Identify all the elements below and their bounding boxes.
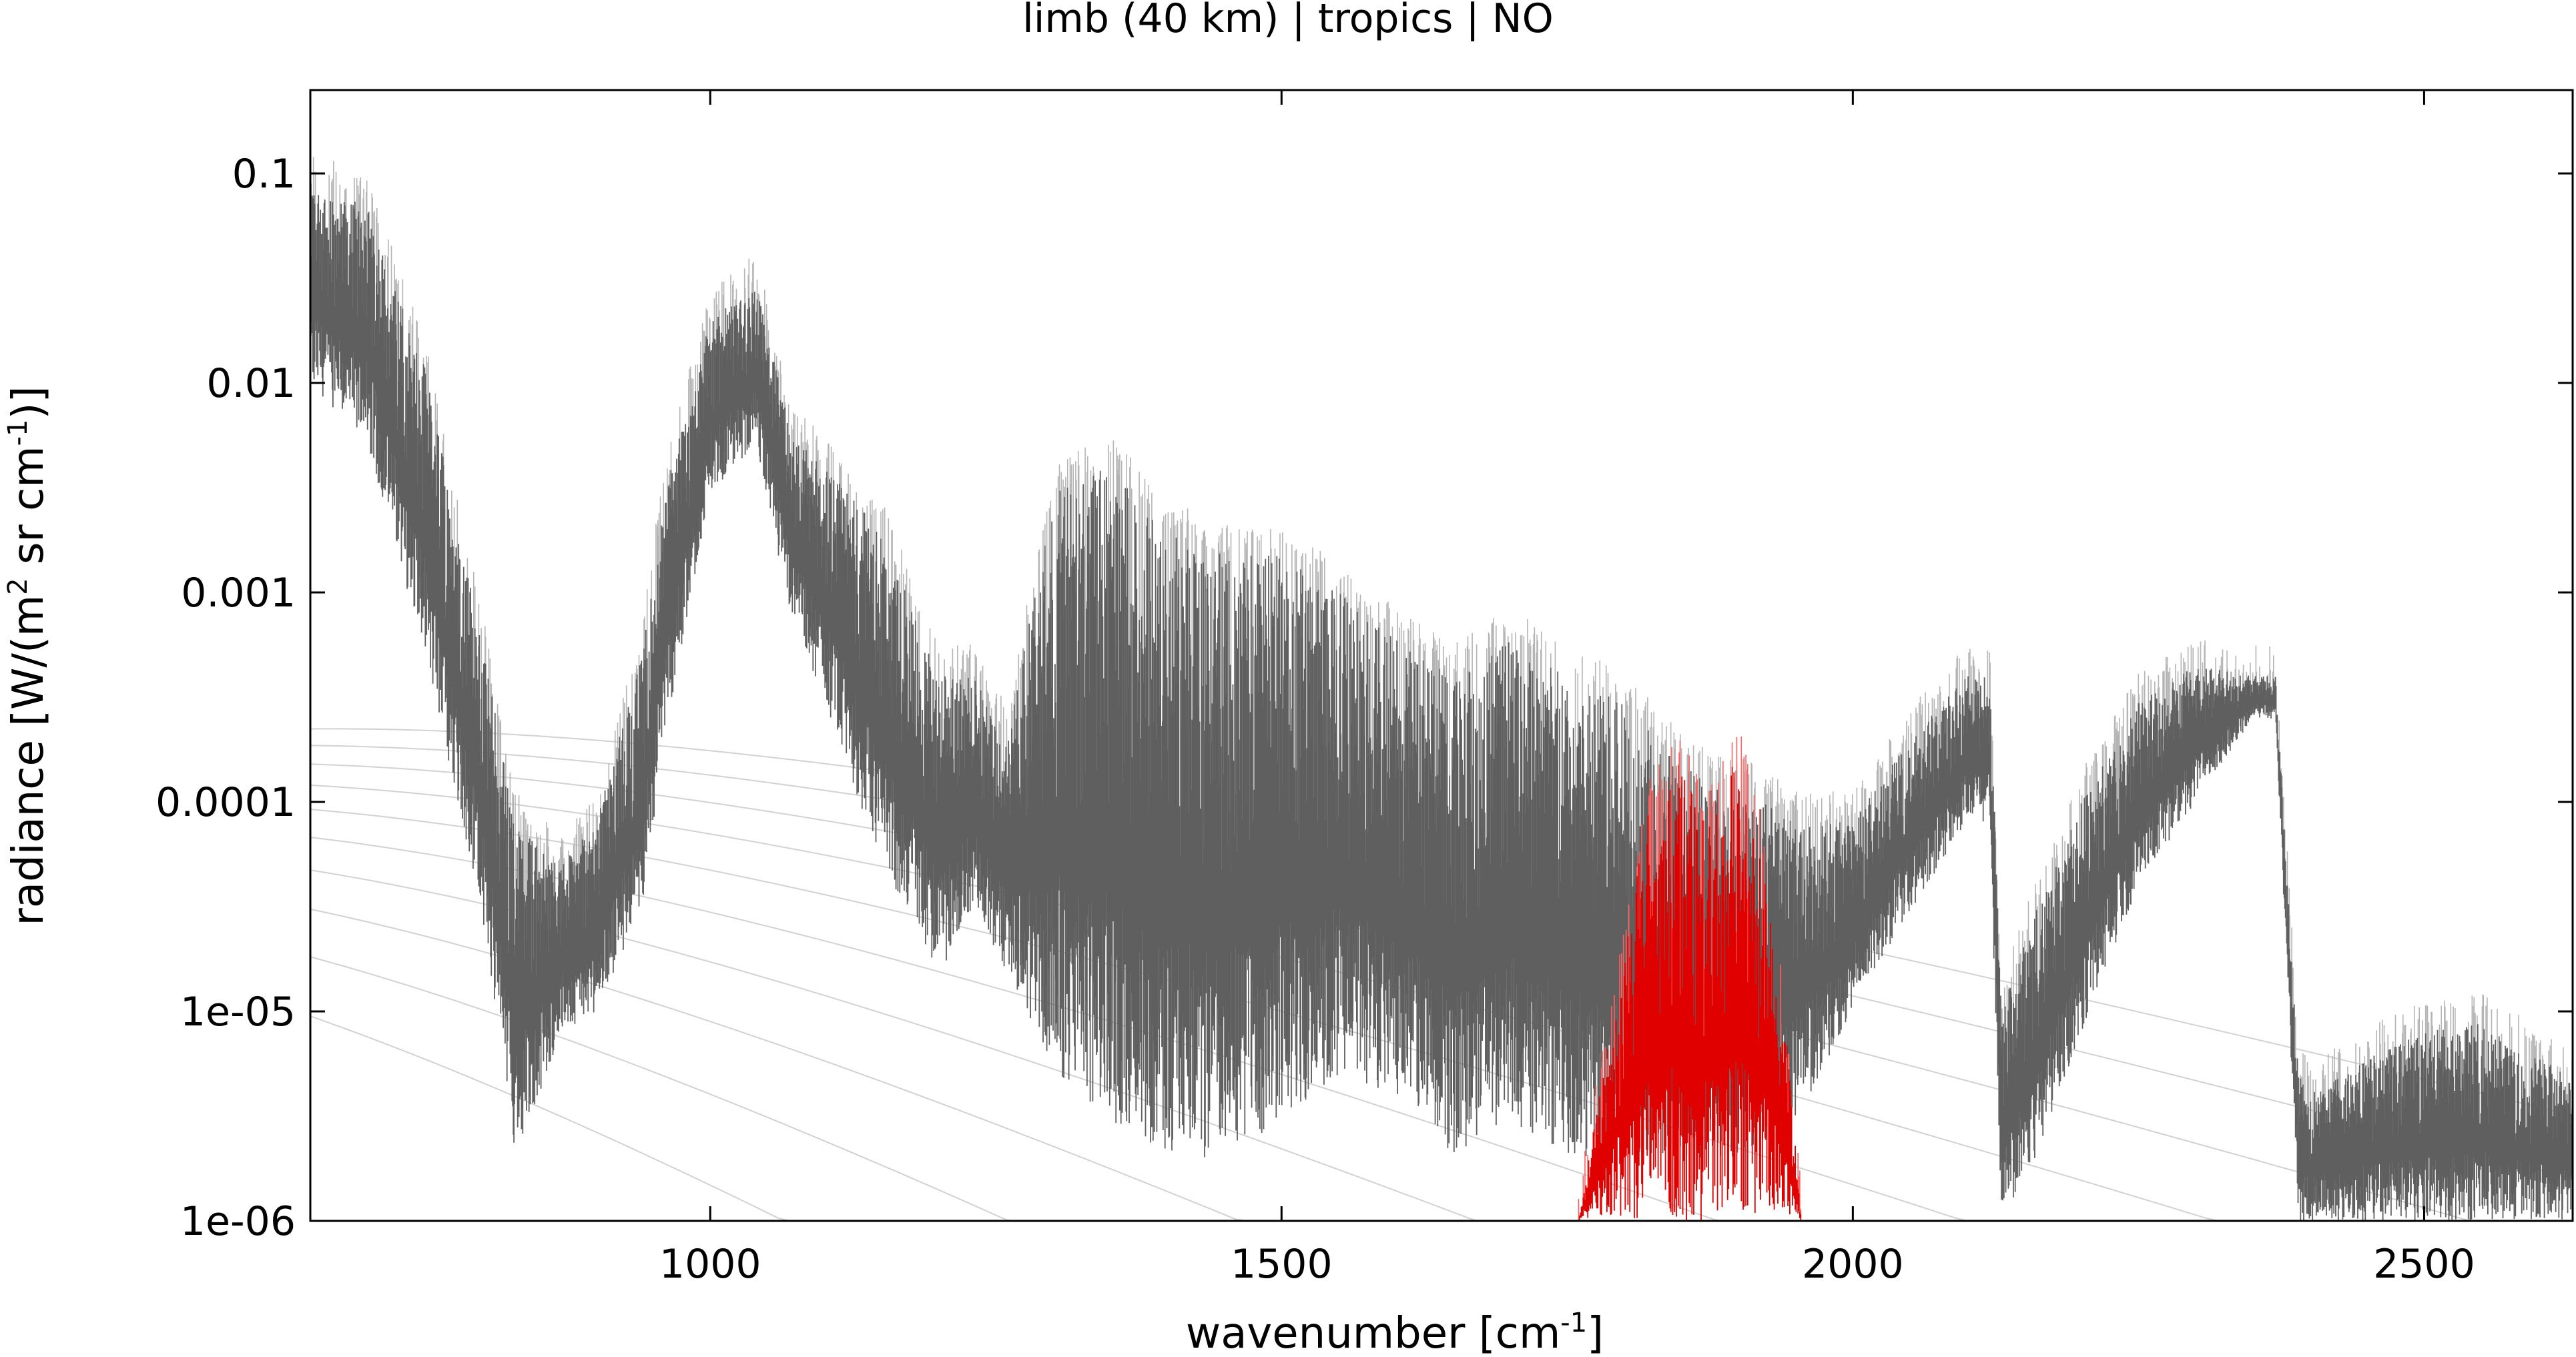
no-spectrum-series-band: [1578, 767, 1802, 1221]
x-axis-label: wavenumber [cm-1]: [1186, 1308, 1604, 1357]
y-axis-label-sup1: 2: [3, 578, 33, 594]
series-layer: [310, 157, 2573, 1221]
y-tick-label-0.001: 0.001: [181, 570, 296, 616]
x-axis-label-suffix: ]: [1587, 1309, 1604, 1357]
chart-title: limb (40 km) | tropics | NO: [1022, 0, 1554, 42]
total-spectrum-series: [310, 157, 2573, 1221]
plot-frame: [309, 89, 2574, 1222]
y-tick-label-0.01: 0.01: [206, 360, 296, 407]
y-axis-label-part1: radiance [W/(m: [4, 595, 53, 926]
y-axis-ticks: 1e-06 1e-05 0.0001 0.001 0.01 0.1: [155, 151, 2573, 1245]
no-spectrum-series-peaks: [1578, 736, 1802, 1221]
x-axis-label-superscript: -1: [1560, 1308, 1587, 1338]
x-tick-label-1000: 1000: [659, 1241, 761, 1288]
y-axis-label-part3: )]: [4, 386, 53, 420]
total-spectrum-series-band: [310, 183, 2573, 1221]
x-tick-label-2000: 2000: [1802, 1241, 1904, 1288]
y-tick-label-1e-05: 1e-05: [180, 989, 296, 1035]
y-axis-label-part2: sr cm: [4, 446, 53, 578]
x-axis-label-prefix: wavenumber [cm: [1186, 1309, 1560, 1357]
y-tick-label-1e-06: 1e-06: [180, 1198, 296, 1245]
x-axis-ticks: 1000 1500 2000 2500: [659, 90, 2475, 1288]
y-axis-label-sup2: -1: [3, 419, 33, 446]
y-tick-label-0.1: 0.1: [232, 151, 296, 197]
no-spectrum-series: [1578, 736, 1802, 1221]
y-axis-label: radiance [W/(m2 sr cm-1)]: [3, 386, 53, 926]
y-tick-label-0.0001: 0.0001: [155, 779, 296, 826]
x-tick-label-2500: 2500: [2373, 1241, 2475, 1288]
x-tick-label-1500: 1500: [1231, 1241, 1333, 1288]
